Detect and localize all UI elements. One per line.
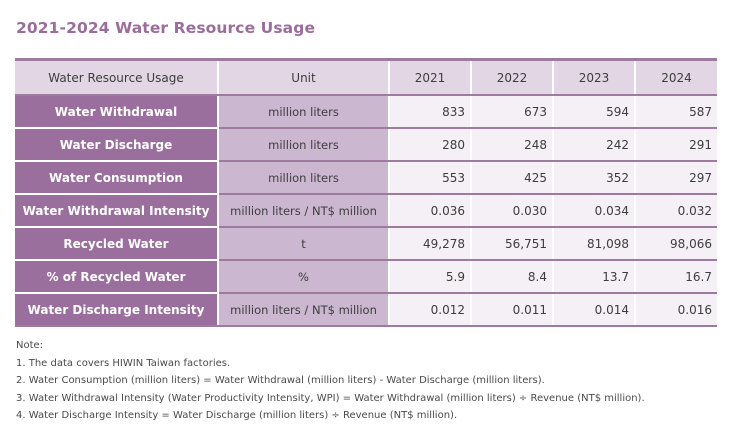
row-label: Water Withdrawal (15, 94, 219, 129)
cell-2022: 248 (470, 127, 554, 162)
row-unit: million liters / NT$ million (217, 292, 390, 327)
cell-2023: 81,098 (552, 226, 636, 261)
table-row-water-discharge-intensity: Water Discharge Intensity million liters… (15, 292, 717, 327)
table-row-water-withdrawal-intensity: Water Withdrawal Intensity million liter… (15, 193, 717, 228)
row-label: Water Consumption (15, 160, 219, 195)
cell-2021: 280 (388, 127, 472, 162)
row-unit: % (217, 259, 390, 294)
row-label: Water Discharge (15, 127, 219, 162)
table-row-water-consumption: Water Consumption million liters 553 425… (15, 160, 717, 195)
header-year-2024: 2024 (634, 58, 717, 96)
header-year-2022: 2022 (470, 58, 554, 96)
cell-2023: 242 (552, 127, 636, 162)
note-item: 3. Water Withdrawal Intensity (Water Pro… (16, 392, 645, 404)
cell-2023: 0.034 (552, 193, 636, 228)
page-title: 2021-2024 Water Resource Usage (16, 19, 316, 37)
water-resource-table: Water Resource Usage Unit 2021 2022 2023… (15, 58, 717, 327)
table-row-water-discharge: Water Discharge million liters 280 248 2… (15, 127, 717, 162)
cell-2022: 425 (470, 160, 554, 195)
row-unit: million liters (217, 127, 390, 162)
table-row-percent-recycled-water: % of Recycled Water % 5.9 8.4 13.7 16.7 (15, 259, 717, 294)
header-year-2021: 2021 (388, 58, 472, 96)
row-unit: million liters / NT$ million (217, 193, 390, 228)
note-item: 1. The data covers HIWIN Taiwan factorie… (16, 357, 231, 369)
note-item: 4. Water Discharge Intensity = Water Dis… (16, 410, 458, 421)
row-unit: million liters (217, 94, 390, 129)
cell-2023: 13.7 (552, 259, 636, 294)
row-label: % of Recycled Water (15, 259, 219, 294)
notes-section: Note: 1. The data covers HIWIN Taiwan fa… (16, 337, 645, 425)
cell-2024: 297 (634, 160, 717, 195)
cell-2023: 0.014 (552, 292, 636, 327)
cell-2021: 0.012 (388, 292, 472, 327)
notes-heading: Note: (16, 340, 44, 351)
table-row-water-withdrawal: Water Withdrawal million liters 833 673 … (15, 94, 717, 129)
cell-2023: 594 (552, 94, 636, 129)
row-label: Water Withdrawal Intensity (15, 193, 219, 228)
row-unit: million liters (217, 160, 390, 195)
table-header-row: Water Resource Usage Unit 2021 2022 2023… (15, 58, 717, 96)
cell-2021: 49,278 (388, 226, 472, 261)
cell-2021: 833 (388, 94, 472, 129)
cell-2022: 0.011 (470, 292, 554, 327)
cell-2021: 5.9 (388, 259, 472, 294)
note-item: 2. Water Consumption (million liters) = … (16, 375, 545, 386)
header-year-2023: 2023 (552, 58, 636, 96)
cell-2022: 673 (470, 94, 554, 129)
cell-2022: 56,751 (470, 226, 554, 261)
cell-2021: 553 (388, 160, 472, 195)
cell-2024: 0.016 (634, 292, 717, 327)
table-row-recycled-water: Recycled Water t 49,278 56,751 81,098 98… (15, 226, 717, 261)
cell-2024: 0.032 (634, 193, 717, 228)
cell-2022: 0.030 (470, 193, 554, 228)
cell-2021: 0.036 (388, 193, 472, 228)
row-label: Water Discharge Intensity (15, 292, 219, 327)
row-unit: t (217, 226, 390, 261)
header-unit: Unit (217, 58, 390, 96)
cell-2024: 98,066 (634, 226, 717, 261)
cell-2024: 587 (634, 94, 717, 129)
cell-2022: 8.4 (470, 259, 554, 294)
header-label: Water Resource Usage (15, 58, 219, 96)
row-label: Recycled Water (15, 226, 219, 261)
cell-2024: 16.7 (634, 259, 717, 294)
cell-2023: 352 (552, 160, 636, 195)
cell-2024: 291 (634, 127, 717, 162)
